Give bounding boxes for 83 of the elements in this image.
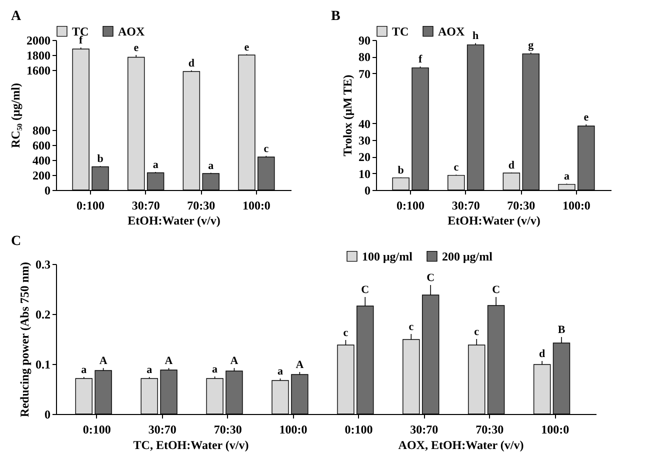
data-label: a bbox=[564, 170, 570, 183]
y-tick-label: 30 bbox=[358, 134, 370, 148]
y-axis-title: Reducing power (Abs 750 nm) bbox=[18, 262, 32, 418]
x-tick-label: 30:70 bbox=[452, 198, 480, 212]
y-axis-title: Trolox (μM TE) bbox=[340, 74, 354, 156]
data-label: B bbox=[558, 324, 566, 336]
data-label: b bbox=[398, 164, 404, 176]
data-label: e bbox=[134, 42, 139, 54]
x-tick-label: 30:70 bbox=[410, 422, 438, 436]
data-label: C bbox=[361, 284, 370, 296]
data-label: c bbox=[264, 142, 269, 155]
x-tick-label: 30:70 bbox=[148, 422, 176, 436]
data-label: a bbox=[278, 366, 284, 378]
x-axis-title: EtOH:Water (v/v) bbox=[448, 214, 540, 228]
data-label: e bbox=[244, 41, 250, 54]
text: TC, EtOH:Water (v/v) bbox=[133, 438, 249, 452]
data-label: a bbox=[152, 159, 159, 171]
data-label: d bbox=[188, 57, 194, 70]
data-label: c bbox=[343, 327, 348, 339]
chart-title: A bbox=[11, 9, 22, 24]
y-tick-label: 800 bbox=[32, 124, 50, 138]
y-tick-label: 1600 bbox=[26, 64, 50, 78]
y-tick-label: 0 bbox=[364, 184, 370, 198]
data-label: c bbox=[454, 162, 459, 174]
legend-label: 100 μg/ml bbox=[362, 249, 414, 264]
y-tick-label: 0.1 bbox=[36, 358, 50, 372]
data-label: a bbox=[212, 364, 218, 376]
chart-title: C bbox=[11, 234, 22, 249]
legend-label: AOX bbox=[438, 24, 465, 38]
x-tick-label: 100:0 bbox=[562, 198, 590, 212]
data-label: c bbox=[408, 321, 414, 333]
x-tick-label: 100:0 bbox=[279, 422, 308, 436]
y-tick-label: 20 bbox=[358, 150, 370, 164]
x-tick-label: 0:100 bbox=[82, 422, 111, 436]
data-label: g bbox=[528, 40, 534, 52]
x-axis-title: EtOH:Water (v/v) bbox=[128, 214, 220, 228]
y-tick-label: 2000 bbox=[26, 34, 50, 48]
data-label: a bbox=[146, 364, 153, 376]
data-label: h bbox=[472, 30, 479, 42]
x-tick-label: 30:70 bbox=[132, 198, 160, 212]
x-tick-label: 70:30 bbox=[507, 198, 536, 212]
x-tick-label: 0:100 bbox=[396, 198, 425, 212]
data-label: A bbox=[296, 359, 304, 371]
data-label: A bbox=[99, 355, 108, 367]
y-tick-label: 40 bbox=[358, 116, 370, 131]
y-tick-label: 0 bbox=[44, 184, 50, 198]
x-tick-label: 100:0 bbox=[242, 198, 270, 212]
y-tick-label: 600 bbox=[32, 138, 50, 152]
x-tick-label: 70:30 bbox=[187, 198, 216, 212]
x-tick-label: 100:0 bbox=[541, 422, 570, 436]
text: AOX, EtOH:Water (v/v) bbox=[398, 438, 524, 452]
y-tick-label: 70 bbox=[358, 66, 370, 81]
x-tick-label: 70:30 bbox=[476, 422, 504, 436]
data-label: f bbox=[418, 54, 422, 66]
data-label: e bbox=[584, 111, 589, 124]
y-tick-label: 0.3 bbox=[36, 258, 50, 272]
legend-label: 200 μg/ml bbox=[442, 249, 494, 264]
y-tick-label: 10 bbox=[358, 166, 370, 181]
x-tick-label: 70:30 bbox=[214, 422, 242, 436]
data-label: c bbox=[474, 326, 480, 338]
data-label: A bbox=[230, 355, 238, 367]
data-label: d bbox=[539, 348, 546, 360]
legend-label: AOX bbox=[118, 24, 145, 38]
data-label: b bbox=[97, 153, 104, 165]
legend-label: TC bbox=[392, 24, 409, 38]
data-label: a bbox=[208, 160, 214, 172]
y-tick-label: 0 bbox=[44, 408, 50, 422]
y-tick-label: 1800 bbox=[26, 48, 50, 62]
data-label: A bbox=[164, 355, 173, 367]
y-tick-label: 200 bbox=[32, 168, 50, 182]
y-tick-label: 400 bbox=[32, 154, 50, 168]
y-tick-label: 0.2 bbox=[36, 308, 50, 322]
data-label: C bbox=[492, 284, 500, 296]
y-tick-label: 80 bbox=[358, 50, 370, 64]
data-label: f bbox=[79, 34, 84, 46]
x-tick-label: 0:100 bbox=[344, 422, 373, 436]
y-tick-label: 90 bbox=[358, 34, 370, 48]
data-label: d bbox=[508, 160, 514, 172]
data-label: a bbox=[81, 364, 88, 376]
y-axis-title: RC₅₀ (μg/ml) bbox=[8, 83, 22, 148]
chart-title: B bbox=[331, 9, 340, 24]
data-label: C bbox=[426, 272, 435, 284]
x-tick-label: 0:100 bbox=[76, 198, 105, 212]
